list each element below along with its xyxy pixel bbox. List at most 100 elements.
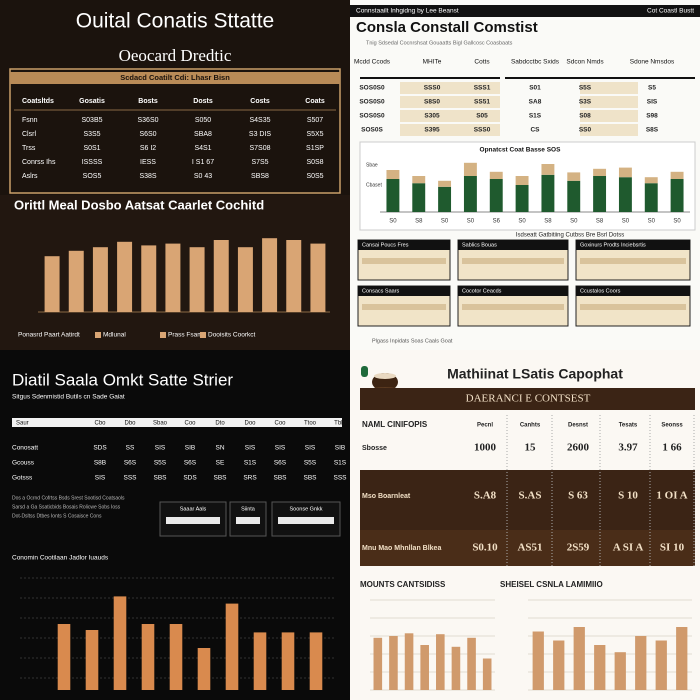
cell: S6S [124,460,137,467]
cell: S0S5 [306,173,323,180]
card-title: Sablics Bouas [462,242,497,248]
bar [141,245,157,312]
leaf [361,366,368,377]
bar [412,183,426,212]
bar [386,179,400,212]
legend-swatch [95,332,101,338]
bar [213,240,229,312]
cell: SSS [123,475,137,482]
column-header: Sdcon Nmds [566,59,604,66]
cell: SBS [273,475,287,482]
row-band [400,110,500,122]
cell: SE [216,460,225,467]
cell: SOS0S [361,127,383,134]
brown-band [360,530,695,566]
card-header [576,240,690,250]
column-header: Coo [184,421,196,427]
cell: Aslrs [22,173,38,180]
bar [197,648,211,690]
column-header: Canhts [520,423,541,429]
cell: S507 [307,117,323,124]
legend-entry: Dooisits Coorkct [208,332,256,339]
bar [68,250,84,312]
cell: S1S [244,460,257,467]
cell: SRS [243,475,257,482]
cell: S0 43 [194,173,212,180]
column-header: Tblo [334,421,346,427]
bar [57,624,71,690]
cell: Clsrl [22,131,36,138]
card-line [580,304,686,310]
coffee-top [374,373,396,379]
cell: IESS [140,159,156,166]
bar [44,256,60,312]
cell: 15 [525,442,537,454]
cell: SBA8 [194,131,212,138]
cell: S0.10 [472,542,498,554]
cell: Fsnn [22,117,38,124]
cell: S.A8 [474,490,497,502]
column-header: Dosts [193,98,213,105]
box-label: Saaar Aals [180,506,207,512]
legend-entry: Prass Fsam [168,332,203,339]
bar [482,658,492,690]
column-header: Gosatis [79,98,105,105]
cell: S395 [424,127,440,134]
title: Mathiinat LSatis Capophat [447,366,623,382]
bar [451,646,461,690]
cell: S6S0 [139,131,156,138]
cell: S1S [529,113,542,120]
card-line [462,304,564,310]
cell: S6S [184,460,197,467]
cell: SOS0S0 [359,99,385,106]
table-caption: Scdacd Coatilt Cdi: Lhasr Bisn [120,73,230,82]
card-header [576,286,690,296]
bar [310,243,326,312]
row-band [580,110,638,122]
cell: S05 [476,113,488,120]
chart-title: Conomin Cootilaan Jadlor Iuauds [12,555,109,562]
cell: Conrss Ihs [22,159,56,166]
cell: S8S [646,127,659,134]
cell: Conosatt [12,445,38,452]
cell: SDS [93,445,107,452]
bar [373,637,383,690]
column-header: Sdone Nmsdos [630,59,675,66]
cell: S050 [195,117,211,124]
cell: S1S [334,460,347,467]
banner-text: Cot Coastl Bustt [647,8,694,15]
cell: SIS [305,445,316,452]
row-band [580,82,638,94]
card-title: Consacs Saars [362,288,400,294]
cell: S5X5 [306,131,323,138]
cell: S98 [646,113,658,120]
cell: Trss [22,145,36,152]
chart-title: SHEISEL CSNLA LAMIMIIO [500,580,603,589]
top-banner [350,5,700,17]
bar [489,171,503,179]
cell: SIB [335,445,345,452]
cell: SIS [245,445,256,452]
table-header-bar [12,418,342,427]
cell: S305 [424,113,440,120]
chart-title: Opnatcst Coat Basse SOS [480,147,562,154]
bar [404,633,414,690]
legend-swatch [160,332,166,338]
cell: S08 [579,113,591,120]
cell: S1SP [306,145,324,152]
x-tick-label: S8 [415,219,423,225]
x-tick-label: S0 [673,219,681,225]
column-header: NAML CINIFOPIS [362,420,428,429]
cell: SBS [213,475,227,482]
card-line [462,258,564,264]
banner-text: DAERANCI E CONTSEST [466,393,591,405]
bar [92,247,108,312]
bar [309,632,323,690]
cell: Gotsss [12,475,33,482]
bar [113,596,127,690]
cell: SBS [153,475,167,482]
cell: S8S0 [424,99,440,106]
legend-entry: Cbaset [366,182,382,188]
cell: I S1 67 [192,159,214,166]
column-header: Costs [250,98,270,105]
